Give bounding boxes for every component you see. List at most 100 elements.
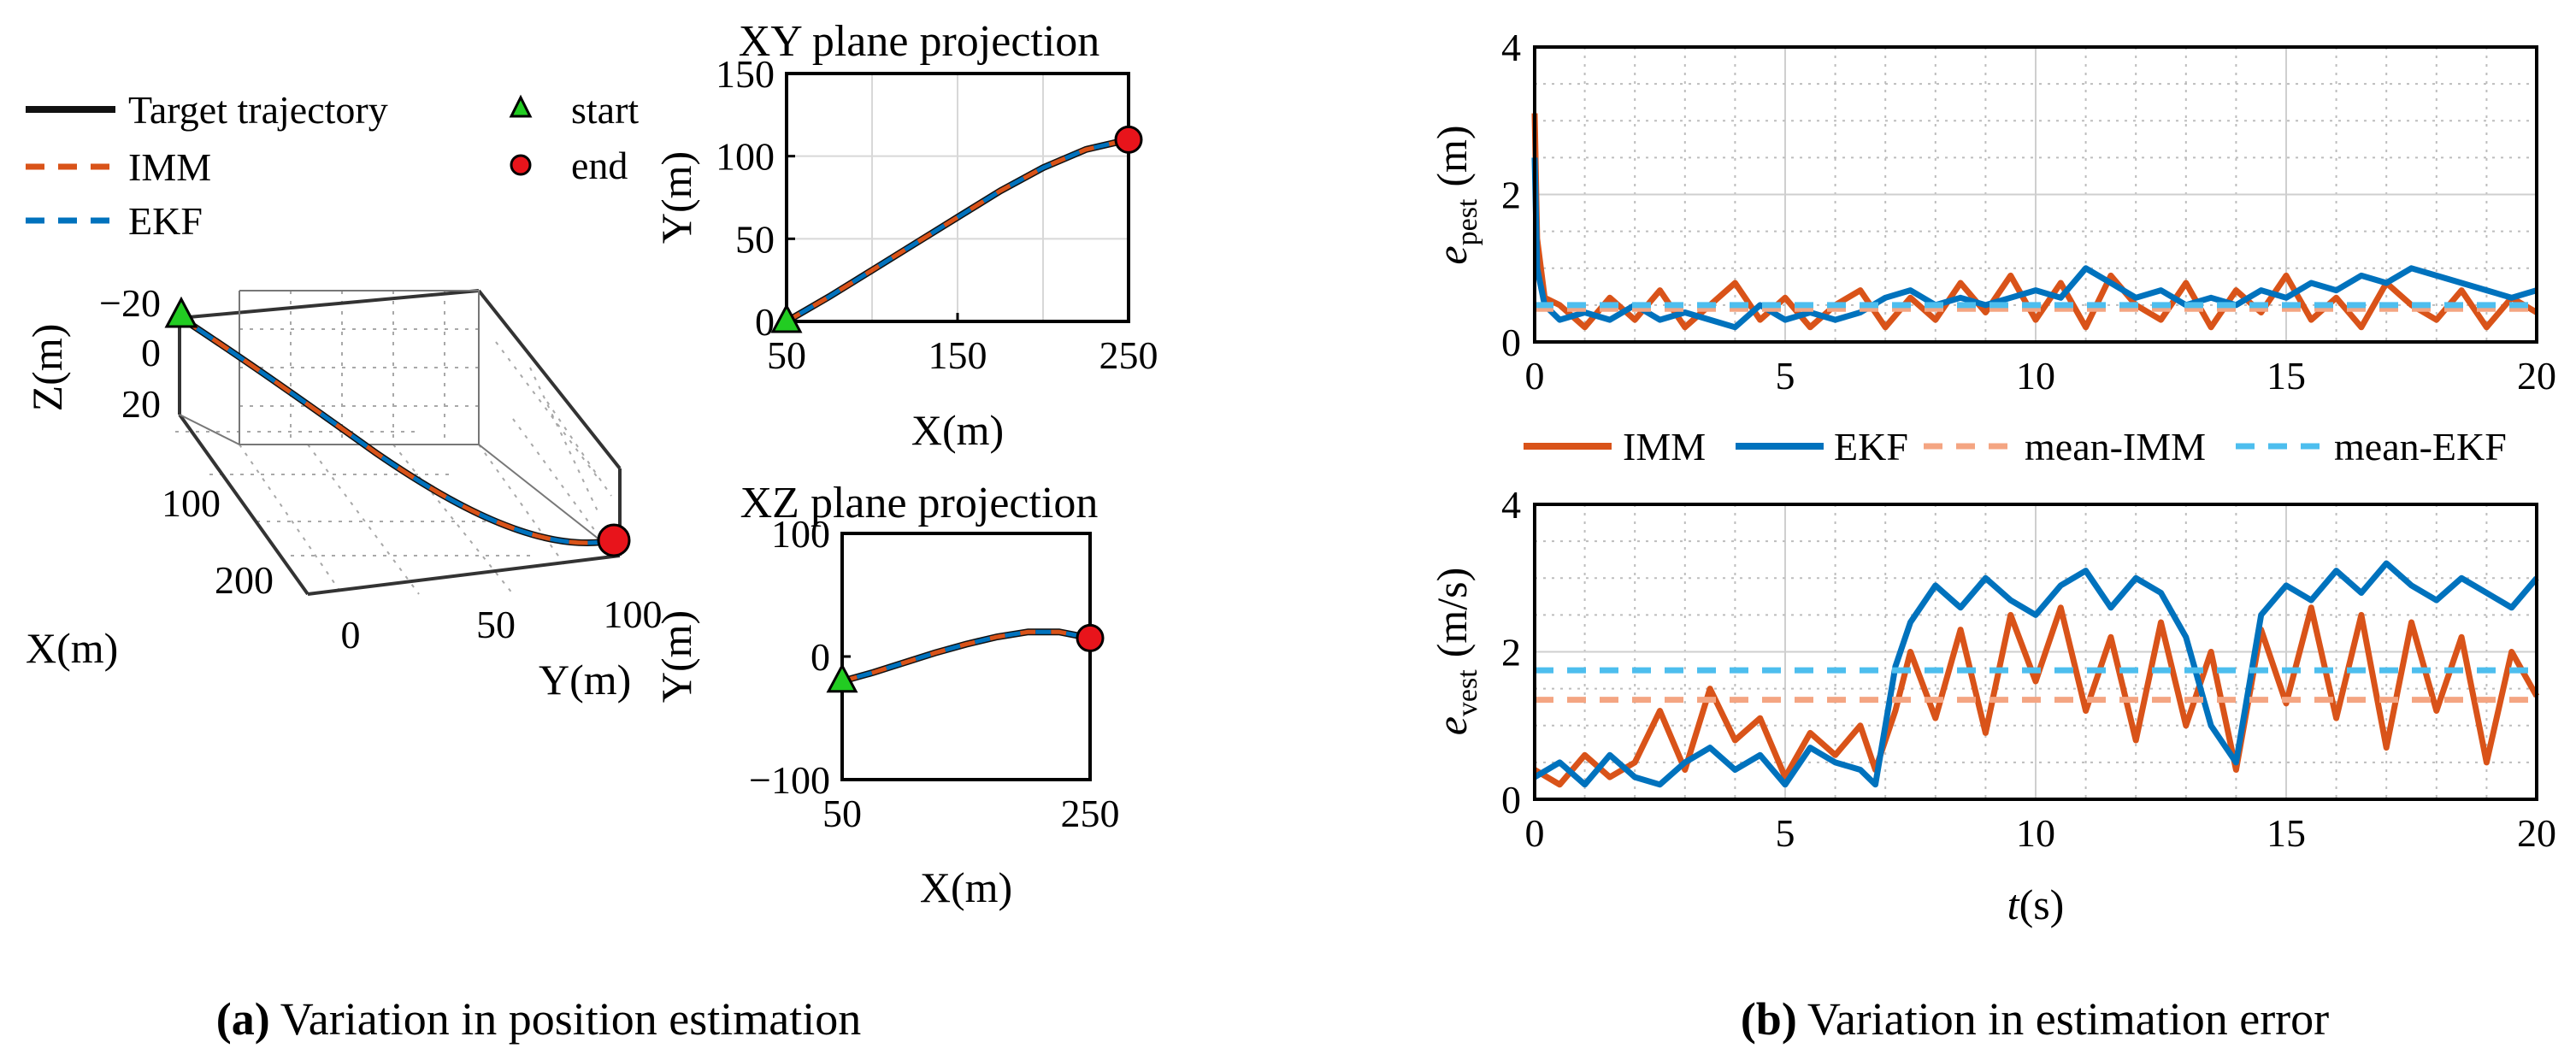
caption-b-letter: (b) [1741,993,1797,1045]
pe-ytick-label: 0 [1501,321,1521,364]
pe-xtick-label: 10 [2016,354,2055,398]
xy-ekf-line [785,137,1129,324]
pe-xtick-label: 5 [1776,354,1795,398]
ve-axes-box [1533,503,2538,801]
xy-ytick-label: 0 [755,300,775,344]
pe-imm-line [1531,113,2538,331]
z-tick-3: 20 [121,382,161,426]
z-tick-2: 0 [141,331,161,374]
velocity-error-chart: 0 5 10 15 20 0 2 4 evest(m/s) t(s) [1428,483,2556,928]
ve-ylabel: evest(m/s) [1428,568,1483,736]
xy-ytick-label: 50 [735,217,775,261]
pe-grid [1534,46,2538,343]
legend-a: Target trajectory IMM EKF start end [26,88,639,243]
ve-xlabel: t(s) [2007,880,2065,928]
xz-xlabel: X(m) [920,863,1012,911]
xz-start-marker [826,662,858,693]
y3d-tick-3: 100 [604,592,663,636]
y3d-axis-label: Y(m) [539,656,631,704]
ve-xtick-label: 10 [2016,811,2055,855]
xz-ekf-line [841,629,1091,684]
ve-ytick-label: 2 [1501,631,1521,674]
y3d-tick-1: 0 [341,613,361,657]
xy-xtick-label: 150 [928,333,987,377]
xz-ytick-label: −100 [749,758,830,802]
pe-ekf-line [1531,157,2538,331]
pe-ylabel: epest(m) [1428,125,1483,264]
caption-b: (b) Variation in estimation error [1741,993,2329,1045]
position-error-chart: 0 5 10 15 20 0 2 4 epest(m) [1428,26,2556,398]
xy-lines [770,125,1143,333]
pe-ytick-label: 4 [1501,26,1521,69]
legend-b-mean-ekf-label: mean-EKF [2334,425,2507,468]
legend-start-icon [509,94,533,118]
xz-ytick-label: 0 [811,635,830,679]
pe-xtick-label: 20 [2517,354,2556,398]
legend-imm-label: IMM [128,145,211,189]
xy-xtick-label: 250 [1099,333,1158,377]
xz-title: XZ plane projection [740,479,1099,527]
pe-ytick-label: 2 [1501,174,1521,217]
xz-lines [826,623,1105,693]
xz-imm-line [841,629,1091,684]
caption-a-text: Variation in position estimation [280,993,861,1045]
y3d-tick-2: 50 [476,603,516,646]
legend-b-imm-label: IMM [1623,425,1706,468]
xy-xlabel: X(m) [911,406,1004,454]
pe-xtick-label: 0 [1525,354,1545,398]
caption-a: (a) Variation in position estimation [216,993,861,1045]
box-3d-frame [178,289,622,596]
xz-end-marker [1076,623,1105,652]
pe-ticks: 0 5 10 15 20 0 2 4 [1501,26,2556,398]
legend-target-label: Target trajectory [128,88,388,132]
xz-axes-box [840,532,1092,781]
ve-grid [1534,504,2538,800]
xz-xtick-label: 250 [1061,792,1120,835]
xy-ytick-label: 150 [716,52,775,96]
xy-imm-line [785,137,1129,324]
x3d-tick-2: 200 [215,558,274,602]
legend-end-label: end [571,144,628,187]
xy-end-marker [1114,125,1143,154]
xy-title: XY plane projection [739,17,1100,66]
ve-ekf-line [1533,560,2539,788]
xz-xtick-label: 50 [822,792,862,835]
xz-projection-chart: XZ plane projection 50 250 −100 0 100 X(m) Y… [652,479,1120,911]
ve-ticks: 0 5 10 15 20 0 2 4 [1501,483,2556,855]
xy-ytick-label: 100 [716,135,775,179]
ve-xtick-label: 5 [1776,811,1795,855]
z-tick-1: −20 [99,281,161,325]
legend-start-label: start [571,88,639,132]
legend-ekf-label: EKF [128,199,203,243]
traj3d-imm-line [180,315,615,545]
trajectory-3d-chart: −20 0 20 Z(m) 100 200 X(m) 0 50 100 Y(m) [23,281,663,704]
traj3d-end-marker [597,523,631,557]
ve-xtick-label: 0 [1525,811,1545,855]
x3d-tick-1: 100 [162,481,221,525]
pe-axes-box [1533,45,2538,344]
ve-xtick-label: 20 [2517,811,2556,855]
legend-b-mean-imm-label: mean-IMM [2025,425,2206,468]
xz-target-line [840,628,1091,685]
pe-xtick-label: 15 [2267,354,2306,398]
xz-ticks: 50 250 −100 0 100 [749,512,1119,835]
caption-a-letter: (a) [216,993,270,1045]
traj3d-start-marker [164,296,198,328]
ve-ytick-label: 0 [1501,778,1521,822]
xz-ytick-label: 100 [771,512,830,556]
ve-ytick-label: 4 [1501,483,1521,527]
legend-b-ekf-label: EKF [1834,425,1908,468]
pe-lines [1531,113,2538,331]
legend-end-icon [510,154,532,176]
xy-start-marker [770,303,803,333]
ve-lines [1533,560,2540,788]
box-3d-grid [175,290,612,595]
caption-b-text: Variation in estimation error [1807,993,2329,1045]
x3d-axis-label: X(m) [26,624,118,672]
xz-ylabel: Y(m) [652,610,700,703]
xy-grid [786,73,1129,322]
xy-xtick-label: 50 [767,333,806,377]
z-axis-label: Z(m) [23,324,71,412]
